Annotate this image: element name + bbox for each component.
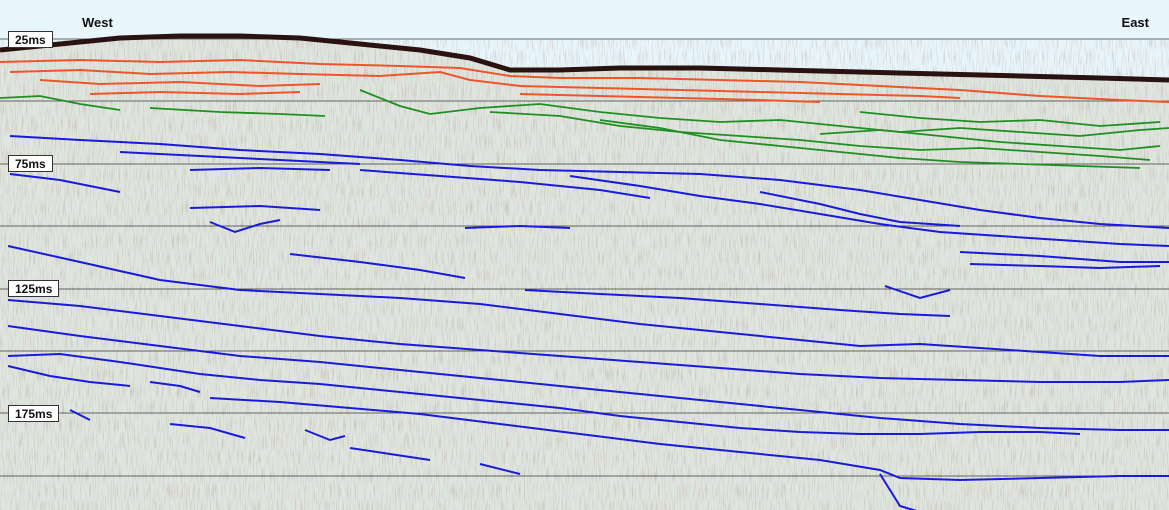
deep-horizon	[169, 423, 246, 439]
upper-horizon	[89, 90, 301, 96]
deep-horizons	[7, 135, 1169, 510]
upper-horizons	[0, 58, 1169, 103]
middle-horizon	[149, 107, 326, 117]
deep-horizon	[524, 289, 951, 317]
deep-horizon	[209, 397, 1169, 482]
deep-horizon	[149, 381, 201, 393]
deep-horizon	[7, 365, 131, 387]
deep-horizon	[969, 263, 1161, 270]
deep-horizon	[959, 251, 1169, 263]
upper-horizon	[39, 79, 321, 88]
deep-horizon	[209, 219, 281, 234]
middle-horizon	[359, 89, 1169, 137]
deep-horizon	[189, 204, 321, 211]
west-label: West	[82, 15, 113, 30]
deep-horizon	[119, 151, 361, 165]
deep-horizon	[759, 191, 961, 227]
deep-horizon	[884, 285, 951, 300]
east-label: East	[1121, 15, 1149, 30]
seafloor-reflector	[0, 33, 1169, 83]
deep-horizon	[464, 224, 571, 229]
middle-horizon	[859, 111, 1161, 127]
upper-horizon	[0, 58, 1169, 103]
deep-horizon	[7, 299, 1169, 383]
middle-horizons	[0, 89, 1169, 169]
upper-horizon	[519, 93, 821, 103]
deep-horizon	[9, 135, 1169, 229]
middle-horizon	[0, 95, 121, 111]
deep-horizon	[9, 173, 121, 193]
deep-horizon	[359, 169, 651, 199]
deep-horizon	[69, 409, 91, 421]
time-label-25ms: 25ms	[8, 31, 53, 48]
deep-horizon	[479, 463, 521, 475]
deep-horizon	[7, 245, 1169, 357]
deep-horizon	[7, 352, 1081, 435]
deep-horizon	[189, 166, 331, 171]
deep-horizon	[304, 429, 346, 442]
time-label-125ms: 125ms	[8, 280, 60, 297]
middle-horizon	[489, 111, 1151, 161]
middle-horizon	[819, 129, 1161, 151]
deep-horizon	[7, 325, 1169, 431]
middle-horizon	[599, 119, 1141, 169]
upper-horizon	[9, 68, 961, 99]
deep-horizon	[289, 253, 466, 279]
deep-horizon	[349, 447, 431, 461]
deep-horizon	[879, 473, 917, 510]
time-label-75ms: 75ms	[8, 155, 53, 172]
deep-horizon	[569, 175, 1169, 247]
time-label-175ms: 175ms	[8, 405, 60, 422]
